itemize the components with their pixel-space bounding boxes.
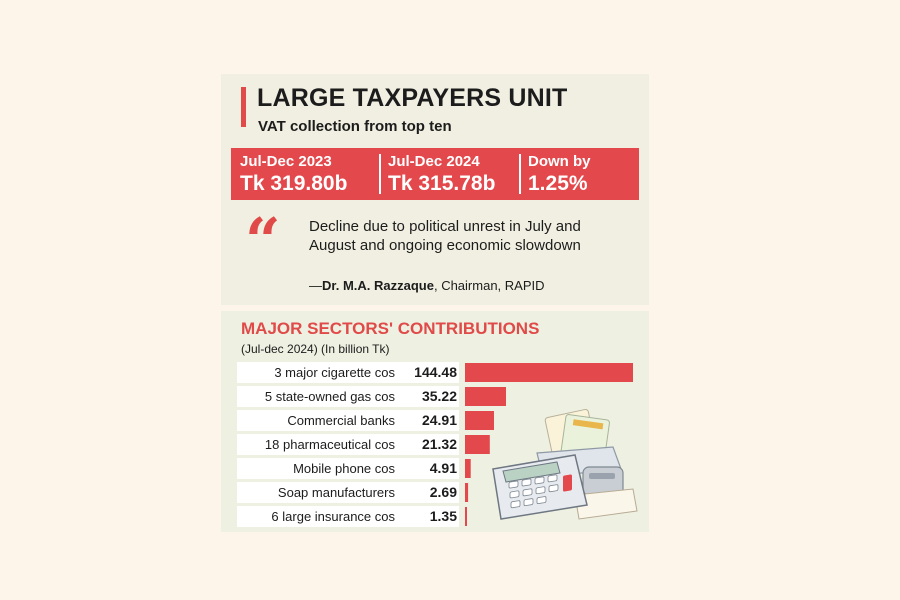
row-background bbox=[237, 386, 459, 407]
stat-value: Tk 319.80b bbox=[240, 172, 348, 195]
chart-title: MAJOR SECTORS' CONTRIBUTIONS bbox=[241, 319, 540, 338]
sectors-panel: MAJOR SECTORS' CONTRIBUTIONS (Jul-dec 20… bbox=[221, 311, 649, 532]
value-label: 144.48 bbox=[414, 364, 457, 380]
value-label: 21.32 bbox=[422, 436, 457, 452]
bar bbox=[465, 483, 469, 502]
row-background bbox=[237, 362, 459, 383]
quote-icon: “ bbox=[245, 204, 281, 277]
value-label: 1.35 bbox=[430, 508, 457, 524]
quote-attribution: —Dr. M.A. Razzaque, Chairman, RAPID bbox=[309, 278, 545, 293]
category-label: 5 state-owned gas cos bbox=[265, 389, 396, 404]
stat-jul-dec-2023: Jul-Dec 2023 Tk 319.80b bbox=[231, 148, 379, 200]
stat-down-by: Down by 1.25% bbox=[519, 148, 639, 200]
sector-bar-chart: 3 major cigarette cos 144.48 5 state-owned… bbox=[237, 362, 633, 527]
bar bbox=[465, 411, 494, 430]
stats-band: Jul-Dec 2023 Tk 319.80b Jul-Dec 2024 Tk … bbox=[231, 148, 639, 200]
bar bbox=[465, 507, 467, 526]
category-label: 6 large insurance cos bbox=[271, 509, 395, 524]
category-label: Soap manufacturers bbox=[278, 485, 396, 500]
quote-text: Decline due to political unrest in July … bbox=[309, 218, 581, 254]
calculator-and-papers-icon bbox=[492, 408, 638, 520]
stat-value: Tk 315.78b bbox=[388, 172, 496, 195]
stat-label: Jul-Dec 2024 bbox=[388, 153, 480, 170]
value-label: 2.69 bbox=[430, 484, 457, 500]
category-label: Commercial banks bbox=[287, 413, 395, 428]
title-accent-bar bbox=[241, 87, 246, 127]
infographic-title: LARGE TAXPAYERS UNIT bbox=[257, 84, 568, 112]
quote-author: Dr. M.A. Razzaque bbox=[322, 278, 434, 293]
category-label: Mobile phone cos bbox=[293, 461, 395, 476]
infographic-subtitle: VAT collection from top ten bbox=[258, 118, 452, 135]
summary-panel: LARGE TAXPAYERS UNIT VAT collection from… bbox=[221, 74, 649, 305]
bar bbox=[465, 435, 490, 454]
row-background bbox=[237, 482, 459, 503]
row-background bbox=[237, 458, 459, 479]
value-label: 35.22 bbox=[422, 388, 457, 404]
stat-jul-dec-2024: Jul-Dec 2024 Tk 315.78b bbox=[379, 148, 519, 200]
quote-author-role: , Chairman, RAPID bbox=[433, 278, 545, 293]
stat-label: Down by bbox=[528, 153, 591, 170]
row-background bbox=[237, 434, 459, 455]
bar bbox=[465, 459, 471, 478]
quote-dash: — bbox=[309, 278, 322, 293]
bar bbox=[465, 387, 506, 406]
infographic-card: LARGE TAXPAYERS UNIT VAT collection from… bbox=[221, 74, 649, 532]
stat-label: Jul-Dec 2023 bbox=[240, 153, 332, 170]
category-label: 18 pharmaceutical cos bbox=[265, 437, 396, 452]
chart-subtitle: (Jul-dec 2024) (In billion Tk) bbox=[241, 342, 390, 356]
stat-value: 1.25% bbox=[528, 172, 588, 195]
value-label: 24.91 bbox=[422, 412, 457, 428]
bar bbox=[465, 363, 633, 382]
row-background bbox=[237, 410, 459, 431]
value-label: 4.91 bbox=[430, 460, 457, 476]
row-background bbox=[237, 506, 459, 527]
category-label: 3 major cigarette cos bbox=[274, 365, 395, 380]
